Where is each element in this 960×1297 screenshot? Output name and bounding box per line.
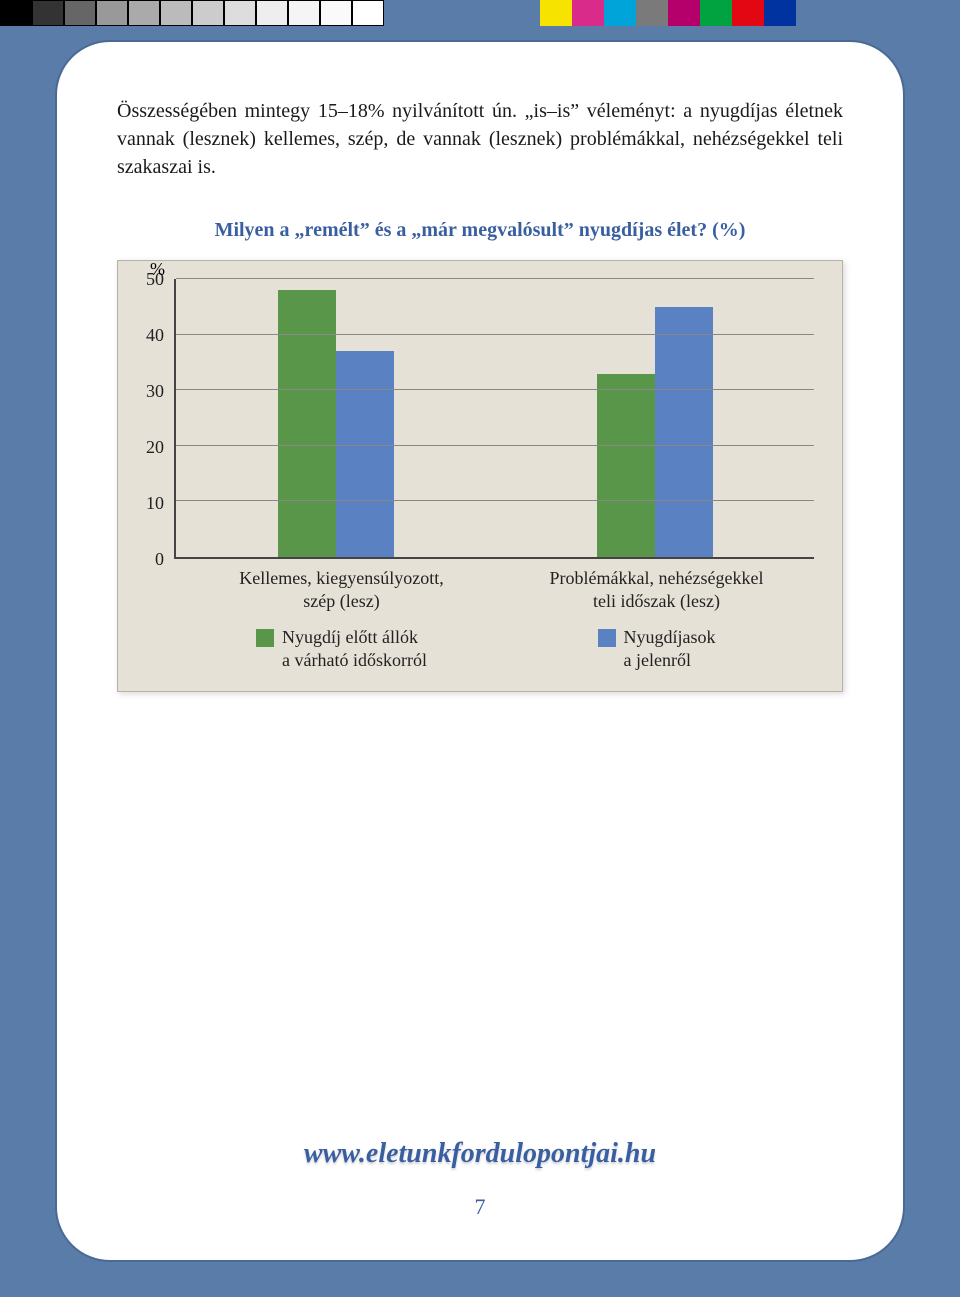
chart-plot (174, 279, 814, 559)
bar-group (495, 279, 814, 557)
reg-swatch (732, 0, 764, 26)
gridline (176, 278, 814, 279)
reg-swatch (540, 0, 572, 26)
reg-swatch (604, 0, 636, 26)
bar (278, 290, 336, 557)
bar (336, 351, 394, 557)
legend-item: Nyugdíjasoka jelenről (499, 626, 814, 671)
reg-swatch (256, 0, 288, 26)
legend-item: Nyugdíj előtt állóka várható időskorról (184, 626, 499, 671)
gridline (176, 389, 814, 390)
reg-swatch (700, 0, 732, 26)
legend-label: Nyugdíjasoka jelenről (624, 626, 716, 671)
reg-swatch (192, 0, 224, 26)
chart-bars (176, 279, 814, 557)
reg-swatch (0, 0, 32, 26)
reg-swatch (352, 0, 384, 26)
reg-swatch (288, 0, 320, 26)
y-axis: 50403020100 (146, 279, 174, 559)
chart-legend: Nyugdíj előtt állóka várható időskorról N… (184, 626, 814, 671)
footer-url: www.eletunkfordulopontjai.hu (117, 1138, 843, 1170)
bar (597, 374, 655, 557)
gridline (176, 500, 814, 501)
reg-swatch (96, 0, 128, 26)
registration-marks (0, 0, 960, 28)
page-number: 7 (117, 1194, 843, 1220)
legend-swatch (598, 629, 616, 647)
reg-swatch (764, 0, 796, 26)
body-paragraph: Összességében mintegy 15–18% nyilvánítot… (117, 97, 843, 181)
reg-swatch (128, 0, 160, 26)
chart-panel: % 50403020100 Kellemes, kiegyensúlyozott… (117, 260, 843, 692)
reg-swatch (572, 0, 604, 26)
reg-swatch (320, 0, 352, 26)
reg-swatch (64, 0, 96, 26)
reg-swatch (224, 0, 256, 26)
x-category-label: Problémákkal, nehézségekkelteli időszak … (499, 567, 814, 612)
legend-swatch (256, 629, 274, 647)
bar-group (176, 279, 495, 557)
reg-swatch (636, 0, 668, 26)
page-card: Összességében mintegy 15–18% nyilvánítot… (55, 40, 905, 1262)
registration-left-swatches (0, 0, 384, 28)
legend-label: Nyugdíj előtt állóka várható időskorról (282, 626, 427, 671)
reg-swatch (668, 0, 700, 26)
registration-right-swatches (540, 0, 796, 26)
chart-title: Milyen a „remélt” és a „már megvalósult”… (117, 219, 843, 242)
chart-plot-area: 50403020100 (146, 279, 814, 559)
reg-swatch (32, 0, 64, 26)
gridline (176, 445, 814, 446)
x-category-label: Kellemes, kiegyensúlyozott,szép (lesz) (184, 567, 499, 612)
y-axis-unit: % (150, 259, 165, 280)
bar (655, 307, 713, 557)
reg-swatch (160, 0, 192, 26)
gridline (176, 334, 814, 335)
x-axis-labels: Kellemes, kiegyensúlyozott,szép (lesz)Pr… (184, 567, 814, 612)
